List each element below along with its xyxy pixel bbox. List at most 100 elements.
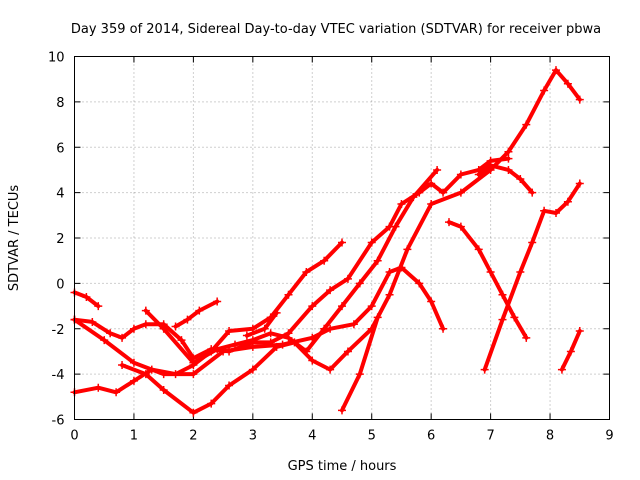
data-point: [575, 179, 584, 188]
data-point: [355, 370, 364, 379]
data-point: [195, 306, 204, 315]
data-point: [171, 322, 180, 331]
data-point: [349, 320, 358, 329]
data-point: [94, 302, 103, 311]
series-s7: [171, 297, 222, 331]
data-point: [403, 245, 412, 254]
series-s11: [480, 179, 584, 374]
plot-frame: [74, 56, 610, 420]
data-point: [326, 365, 335, 374]
data-point: [129, 358, 138, 367]
data-point: [516, 175, 525, 184]
data-point: [563, 197, 572, 206]
y-tick-label: 6: [56, 141, 64, 156]
data-point: [177, 336, 186, 345]
data-point: [498, 315, 507, 324]
x-tick-label: 6: [427, 429, 435, 444]
data-point: [320, 256, 329, 265]
data-point: [225, 327, 234, 336]
series-line: [482, 181, 582, 372]
data-point: [528, 238, 537, 247]
data-point: [522, 333, 531, 342]
data-point: [367, 238, 376, 247]
y-tick-label: 4: [56, 187, 64, 202]
data-point: [516, 268, 525, 277]
series-s2: [70, 154, 513, 363]
data-series: [70, 66, 584, 417]
data-point: [326, 286, 335, 295]
data-point: [106, 329, 115, 338]
data-point: [439, 188, 448, 197]
data-point: [248, 336, 257, 345]
data-point: [456, 170, 465, 179]
x-tick-label: 8: [546, 429, 554, 444]
data-point: [566, 347, 575, 356]
data-point: [225, 381, 234, 390]
data-point: [498, 290, 507, 299]
data-point: [486, 268, 495, 277]
data-point: [284, 290, 293, 299]
data-point: [183, 315, 192, 324]
x-tick-label: 4: [308, 429, 316, 444]
data-point: [510, 313, 519, 322]
data-point: [439, 324, 448, 333]
data-point: [474, 170, 483, 179]
y-axis-label: SDTVAR / TECUs: [7, 185, 22, 292]
data-point: [88, 317, 97, 326]
data-point: [82, 292, 91, 301]
data-point: [480, 365, 489, 374]
data-point: [141, 370, 150, 379]
data-point: [272, 308, 281, 317]
series-line: [340, 315, 380, 413]
data-point: [355, 279, 364, 288]
data-point: [129, 376, 138, 385]
data-point: [242, 331, 251, 340]
data-point: [367, 302, 376, 311]
x-tick-label: 0: [70, 429, 78, 444]
data-point: [338, 406, 346, 415]
data-point: [373, 313, 382, 322]
data-point: [575, 327, 584, 336]
series-s8: [242, 308, 281, 340]
series-s1: [70, 288, 103, 311]
series-s10: [445, 218, 531, 342]
data-point: [563, 79, 572, 88]
data-point: [456, 188, 465, 197]
series-s9: [338, 313, 382, 415]
data-point: [385, 290, 394, 299]
data-point: [427, 297, 436, 306]
data-point: [171, 370, 180, 379]
data-point: [189, 370, 198, 379]
data-point: [409, 193, 418, 202]
data-point: [320, 324, 329, 333]
data-point: [118, 333, 127, 342]
data-point: [100, 336, 109, 345]
series-s5: [141, 165, 442, 367]
x-tick-labels: 0 1 2 3 4 5 6 7 8 9: [70, 429, 613, 444]
x-tick-label: 2: [189, 429, 197, 444]
series-s12: [557, 327, 584, 374]
x-tick-label: 7: [486, 429, 494, 444]
data-point: [189, 358, 198, 367]
y-tick-label: -2: [52, 323, 65, 338]
y-tick-label: -4: [52, 368, 65, 383]
data-point: [385, 268, 394, 277]
data-point: [260, 324, 269, 333]
x-tick-label: 1: [130, 429, 138, 444]
x-tick-label: 5: [368, 429, 376, 444]
data-point: [159, 386, 168, 395]
y-tick-label: -6: [52, 414, 65, 429]
data-point: [118, 361, 127, 370]
x-tick-label: 9: [605, 429, 613, 444]
series-s3: [70, 263, 448, 379]
data-point: [504, 147, 513, 156]
x-tick-label: 3: [249, 429, 257, 444]
data-point: [415, 279, 424, 288]
data-point: [207, 399, 216, 408]
series-s6: [118, 66, 584, 417]
data-point: [290, 338, 299, 347]
data-point: [284, 333, 293, 342]
data-point: [112, 388, 121, 397]
data-point: [552, 66, 560, 75]
data-point: [213, 297, 222, 306]
